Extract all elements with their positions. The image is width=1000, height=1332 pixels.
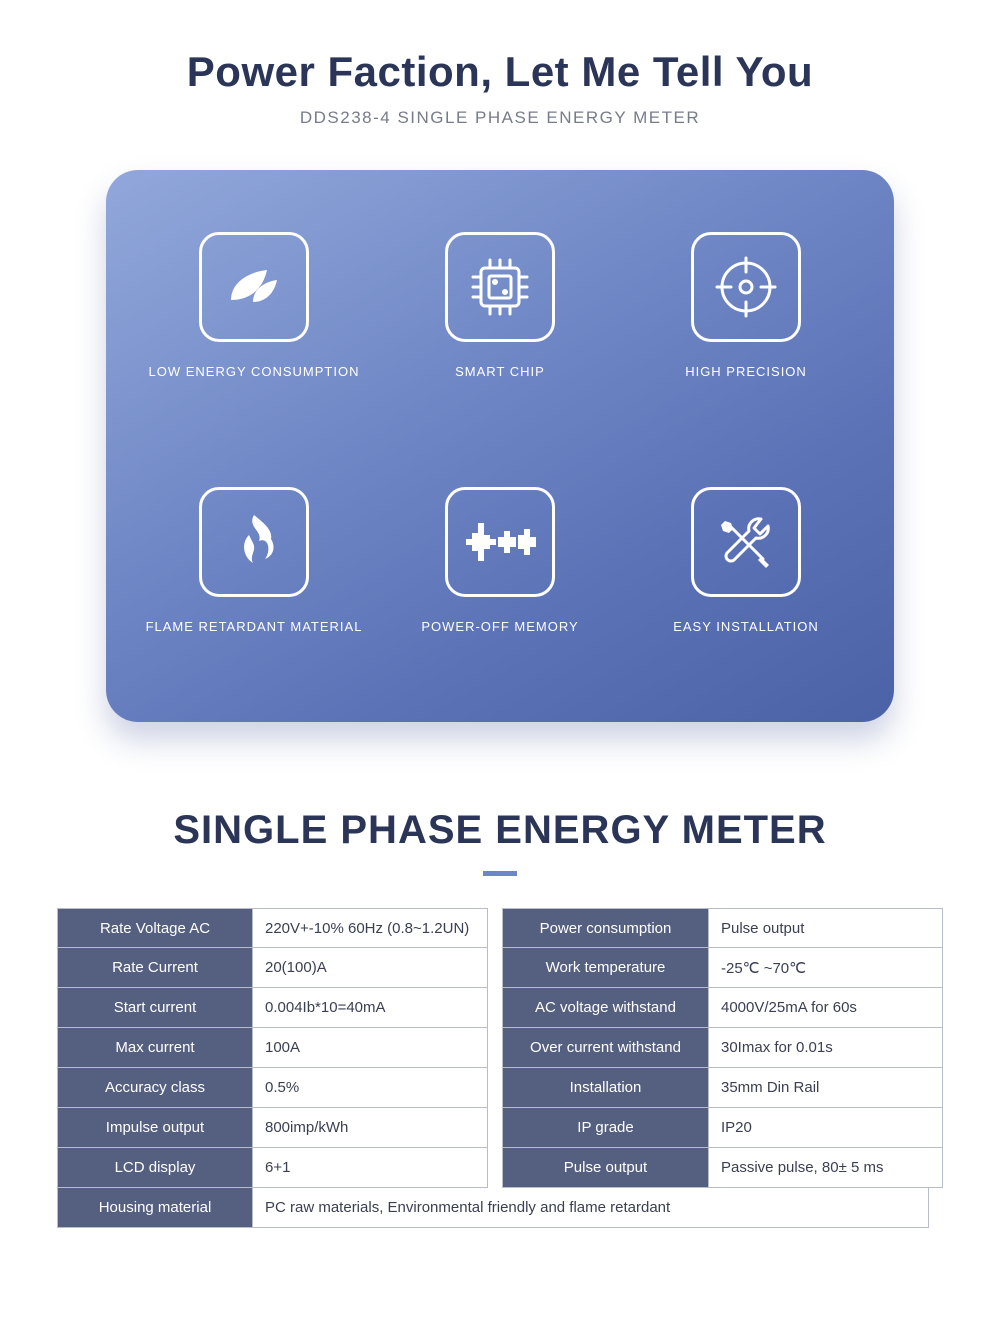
feature-label: EASY INSTALLATION [673, 619, 819, 634]
feature-flame-retardant: FLAME RETARDANT MATERIAL [136, 487, 372, 682]
feature-label: HIGH PRECISION [685, 364, 807, 379]
spec-label: Housing material [57, 1188, 253, 1228]
feature-label: POWER-OFF MEMORY [421, 619, 578, 634]
leaf-icon [199, 232, 309, 342]
spec-label: Accuracy class [57, 1068, 253, 1108]
table-row: Max current 100A Over current withstand … [57, 1028, 943, 1068]
page-subtitle: DDS238-4 SINGLE PHASE ENERGY METER [0, 108, 1000, 128]
feature-label: FLAME RETARDANT MATERIAL [146, 619, 363, 634]
spec-value: -25℃ ~70℃ [709, 948, 943, 988]
page-title: Power Faction, Let Me Tell You [0, 48, 1000, 96]
spec-value: 0.5% [253, 1068, 488, 1108]
spec-value: 220V+-10% 60Hz (0.8~1.2UN) [253, 908, 488, 948]
spec-label: Work temperature [502, 948, 709, 988]
header: Power Faction, Let Me Tell You DDS238-4 … [0, 0, 1000, 128]
title-underline [483, 871, 517, 876]
spec-value: 4000V/25mA for 60s [709, 988, 943, 1028]
spec-value: Pulse output [709, 908, 943, 948]
target-icon [691, 232, 801, 342]
spec-label: IP grade [502, 1108, 709, 1148]
feature-high-precision: HIGH PRECISION [628, 232, 864, 427]
table-row: Start current 0.004Ib*10=40mA AC voltage… [57, 988, 943, 1028]
feature-label: SMART CHIP [455, 364, 545, 379]
chip-icon [445, 232, 555, 342]
flame-icon [199, 487, 309, 597]
spec-label: LCD display [57, 1148, 253, 1188]
table-row: Rate Voltage AC 220V+-10% 60Hz (0.8~1.2U… [57, 908, 943, 948]
table-row: LCD display 6+1 Pulse output Passive pul… [57, 1148, 943, 1188]
feature-panel: LOW ENERGY CONSUMPTION SMART CHIP [106, 170, 894, 722]
spec-value: 6+1 [253, 1148, 488, 1188]
feature-low-energy: LOW ENERGY CONSUMPTION [136, 232, 372, 427]
spec-value: 30Imax for 0.01s [709, 1028, 943, 1068]
spec-label: Start current [57, 988, 253, 1028]
spec-label: Over current withstand [502, 1028, 709, 1068]
spec-value: 35mm Din Rail [709, 1068, 943, 1108]
spec-label: AC voltage withstand [502, 988, 709, 1028]
spec-label: Pulse output [502, 1148, 709, 1188]
table-row: Accuracy class 0.5% Installation 35mm Di… [57, 1068, 943, 1108]
spec-label: Power consumption [502, 908, 709, 948]
spec-label: Impulse output [57, 1108, 253, 1148]
spec-value: 20(100)A [253, 948, 488, 988]
spec-label: Installation [502, 1068, 709, 1108]
table-row: Housing material PC raw materials, Envir… [57, 1188, 943, 1228]
spec-value: IP20 [709, 1108, 943, 1148]
section-title: SINGLE PHASE ENERGY METER [0, 808, 1000, 853]
wave-icon [445, 487, 555, 597]
table-row: Rate Current 20(100)A Work temperature -… [57, 948, 943, 988]
feature-power-off-memory: POWER-OFF MEMORY [382, 487, 618, 682]
spec-table: Rate Voltage AC 220V+-10% 60Hz (0.8~1.2U… [57, 908, 943, 1228]
spec-label: Rate Current [57, 948, 253, 988]
feature-label: LOW ENERGY CONSUMPTION [148, 364, 359, 379]
feature-easy-installation: EASY INSTALLATION [628, 487, 864, 682]
table-row: Impulse output 800imp/kWh IP grade IP20 [57, 1108, 943, 1148]
spec-value: 0.004Ib*10=40mA [253, 988, 488, 1028]
spec-label: Rate Voltage AC [57, 908, 253, 948]
spec-label: Max current [57, 1028, 253, 1068]
tools-icon [691, 487, 801, 597]
spec-value: 800imp/kWh [253, 1108, 488, 1148]
feature-smart-chip: SMART CHIP [382, 232, 618, 427]
spec-value: PC raw materials, Environmental friendly… [253, 1188, 929, 1228]
spec-value: Passive pulse, 80± 5 ms [709, 1148, 943, 1188]
spec-value: 100A [253, 1028, 488, 1068]
